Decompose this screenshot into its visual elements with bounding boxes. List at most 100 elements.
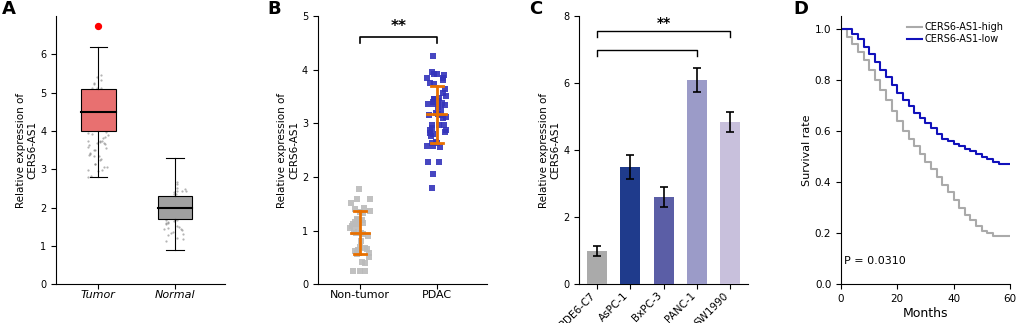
Point [88,88,104,93]
Point [98,117,114,122]
Point [96,164,112,169]
Point [438,128,454,133]
CERS6-AS1-low [851,37,863,41]
Point [91,115,107,120]
Bar [81,89,115,131]
Point [79,93,96,98]
Line: CERS6-AS1-low: CERS6-AS1-low [841,29,1009,164]
Text: B: B [267,0,280,18]
Point [348,251,365,256]
Point [98,89,114,94]
Point [89,99,105,104]
Point [99,165,115,170]
Point [86,92,102,97]
Point [159,206,175,211]
CERS6-AS1-low [980,157,993,161]
Point [431,95,447,100]
X-axis label: Months: Months [902,307,948,320]
Y-axis label: Relative expression of
CERS6-AS1: Relative expression of CERS6-AS1 [538,93,560,208]
Point [167,214,183,220]
Point [163,214,179,219]
Point [421,127,437,132]
Point [342,225,359,231]
Point [430,105,446,110]
Point [89,113,105,118]
Point [86,111,102,116]
Point [94,109,110,114]
Point [419,102,435,107]
Point [423,141,439,146]
Point [156,227,172,232]
Point [87,148,103,153]
CERS6-AS1-high [969,224,981,227]
Point [94,167,110,172]
Point [98,130,114,135]
Point [79,111,96,116]
Point [348,217,365,222]
CERS6-AS1-high [991,234,1004,238]
Point [348,251,365,256]
Point [95,99,111,105]
Point [85,113,101,118]
CERS6-AS1-low [985,160,998,164]
Point [84,108,100,113]
Point [157,217,173,222]
Point [156,203,172,208]
Text: P = 0.0310: P = 0.0310 [843,256,905,266]
CERS6-AS1-low [884,83,897,87]
Point [423,185,439,190]
Point [171,195,187,200]
Point [87,119,103,124]
Point [82,142,98,148]
Point [342,201,359,206]
CERS6-AS1-low [963,150,975,153]
Point [91,113,107,118]
Point [168,185,184,190]
Point [87,153,103,158]
Point [96,113,112,118]
Point [91,100,107,105]
Point [97,142,113,147]
Point [168,236,184,241]
CERS6-AS1-low [913,116,925,120]
Point [438,93,454,99]
CERS6-AS1-low [862,53,874,57]
Point [93,156,109,162]
Point [437,130,453,135]
Point [86,110,102,116]
Y-axis label: Survival rate: Survival rate [801,114,811,186]
Point [79,119,96,124]
Point [100,92,116,97]
CERS6-AS1-low [840,27,852,31]
CERS6-AS1-low [947,142,959,146]
Point [352,209,368,214]
Y-axis label: Relative expression of
CERS6-AS1: Relative expression of CERS6-AS1 [15,93,38,208]
Point [99,102,115,107]
CERS6-AS1-low [879,76,892,79]
Point [355,210,371,215]
Point [172,206,189,211]
Point [161,210,177,215]
Point [85,108,101,113]
Point [96,103,112,108]
CERS6-AS1-low [907,111,919,115]
Point [173,188,190,193]
Point [86,147,102,152]
CERS6-AS1-high [958,214,970,217]
Point [97,97,113,102]
Bar [158,196,193,219]
Point [95,92,111,97]
Point [424,143,440,148]
Text: C: C [528,0,541,18]
Point [362,196,378,201]
Point [83,151,99,156]
CERS6-AS1-high [891,119,903,123]
Point [90,168,106,173]
Point [361,250,377,255]
Point [94,116,110,121]
Point [360,254,376,259]
Point [92,139,108,144]
Point [430,111,446,116]
Point [347,231,364,236]
Point [422,80,438,85]
